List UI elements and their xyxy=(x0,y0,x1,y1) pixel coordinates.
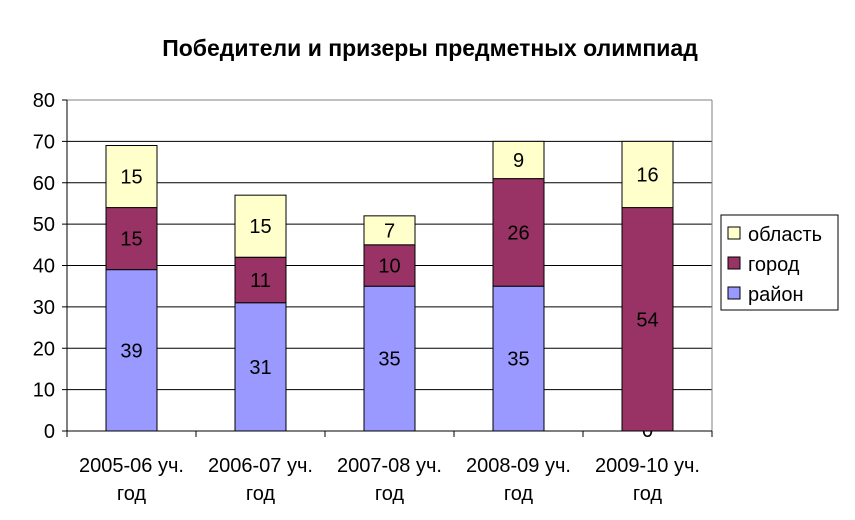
bar-segment-город xyxy=(621,207,674,432)
legend-swatch-район xyxy=(727,286,741,300)
x-category-label: 2006-07 уч. год xyxy=(208,455,313,505)
bar-segment-район xyxy=(492,285,545,432)
y-axis-ticks: 0 10 20 30 40 50 60 70 80 xyxy=(33,90,67,443)
data-label: 15 xyxy=(120,229,142,251)
bar-segment-область xyxy=(621,140,674,209)
bar-segment-район xyxy=(105,269,158,432)
bar-segment-область xyxy=(363,215,416,246)
y-tick-label: 10 xyxy=(33,380,55,402)
bar-segment-область xyxy=(492,140,545,180)
bar-segment-город xyxy=(234,256,287,304)
y-tick-label: 70 xyxy=(33,131,55,153)
legend-swatch-город xyxy=(727,256,741,270)
x-category-label: 2007-08 уч. год xyxy=(337,455,442,505)
bar-segment-город xyxy=(492,178,545,287)
data-label: 15 xyxy=(120,167,142,189)
data-label: 15 xyxy=(249,216,271,238)
y-tick-label: 50 xyxy=(33,214,55,236)
chart-title: Победители и призеры предметных олимпиад xyxy=(162,35,698,61)
x-axis-labels: 2005-06 уч. год 2006-07 уч. год 2007-08 уч. г… xyxy=(79,455,700,505)
x-category-label: 2005-06 уч. год xyxy=(79,455,184,505)
data-label: 16 xyxy=(636,164,658,186)
legend: область город район xyxy=(720,214,839,311)
bar-segment-район xyxy=(234,302,287,432)
bar-segment-город xyxy=(363,244,416,287)
data-label: 39 xyxy=(120,340,142,362)
bars: 391515311115351073526905416 xyxy=(105,140,674,442)
y-tick-label: 80 xyxy=(33,90,55,112)
data-label: 35 xyxy=(507,349,529,371)
legend-label-город: город xyxy=(748,254,800,276)
data-label: 54 xyxy=(636,309,658,331)
y-tick-label: 60 xyxy=(33,173,55,195)
bar-segment-район xyxy=(363,285,416,432)
legend-swatch-область xyxy=(727,226,741,240)
x-category-label: 2009-10 уч. год xyxy=(595,455,700,505)
bar-segment-область xyxy=(105,145,158,209)
data-label: 7 xyxy=(384,220,395,242)
y-tick-label: 0 xyxy=(44,421,55,443)
data-label: 11 xyxy=(250,270,271,292)
bar-segment-область xyxy=(234,194,287,258)
bar-segment-город xyxy=(105,207,158,271)
data-label: 26 xyxy=(507,222,529,244)
y-tick-label: 30 xyxy=(33,297,55,319)
data-label: 9 xyxy=(513,150,524,172)
x-category-label: 2008-09 уч. год xyxy=(466,455,571,505)
y-tick-label: 20 xyxy=(33,338,55,360)
legend-label-район: район xyxy=(748,284,804,306)
data-label: 35 xyxy=(378,349,400,371)
legend-label-область: область xyxy=(748,224,822,246)
data-label: 31 xyxy=(249,357,271,379)
y-tick-label: 40 xyxy=(33,256,55,278)
data-label: 10 xyxy=(378,256,400,278)
